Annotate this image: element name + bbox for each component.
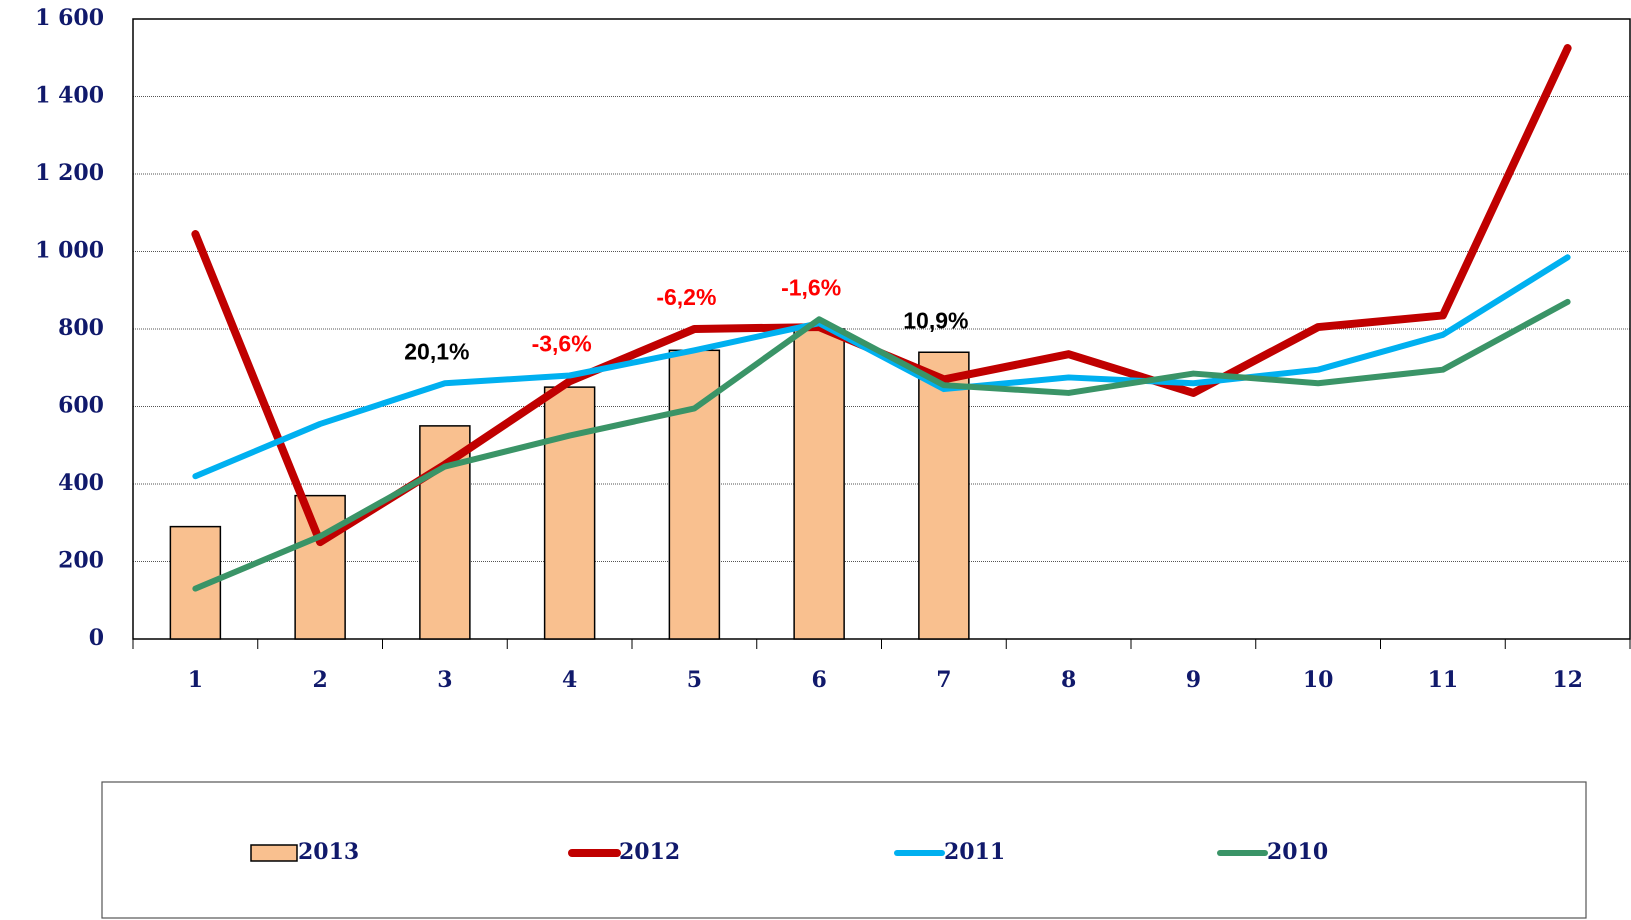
y-tick-label: 600 [58,393,104,419]
line [191,44,1572,547]
bar [419,425,471,640]
y-tick-label: 1 600 [35,5,104,31]
y-tick-label: 400 [58,470,104,496]
annotation: -1,6% [781,274,841,300]
x-tick-label: 11 [1428,667,1459,693]
x-tick-label: 5 [687,667,702,693]
legend-swatch [250,844,298,862]
bar [294,494,346,640]
x-tick-label: 2 [312,667,327,693]
annotation: 10,9% [903,307,968,333]
y-tick-label: 0 [89,625,104,651]
annotation: 20,1% [404,338,469,364]
x-tick-label: 4 [562,667,577,693]
y-tick-label: 1 000 [35,238,104,264]
line [192,298,1571,592]
x-tick-label: 1 [188,667,203,693]
x-tick-label: 9 [1186,667,1201,693]
legend-label: 2012 [619,839,680,865]
x-tick-label: 7 [936,667,951,693]
bar [543,386,596,640]
bar [918,351,970,640]
legend-label: 2010 [1267,839,1328,865]
y-tick-label: 1 400 [35,83,104,109]
legend-label: 2013 [298,839,359,865]
annotation: -3,6% [532,331,592,357]
y-tick-label: 200 [58,548,104,574]
y-tick-label: 800 [58,315,104,341]
bar [793,328,845,640]
y-tick-label: 1 200 [35,160,104,186]
legend-box [101,781,1587,919]
x-tick-label: 3 [437,667,452,693]
x-tick-label: 8 [1061,667,1076,693]
legend-label: 2011 [944,839,1005,865]
x-tick-label: 10 [1303,667,1334,693]
annotation: -6,2% [656,284,716,310]
x-tick-label: 6 [811,667,826,693]
x-tick-label: 12 [1552,667,1583,693]
line [192,254,1571,480]
